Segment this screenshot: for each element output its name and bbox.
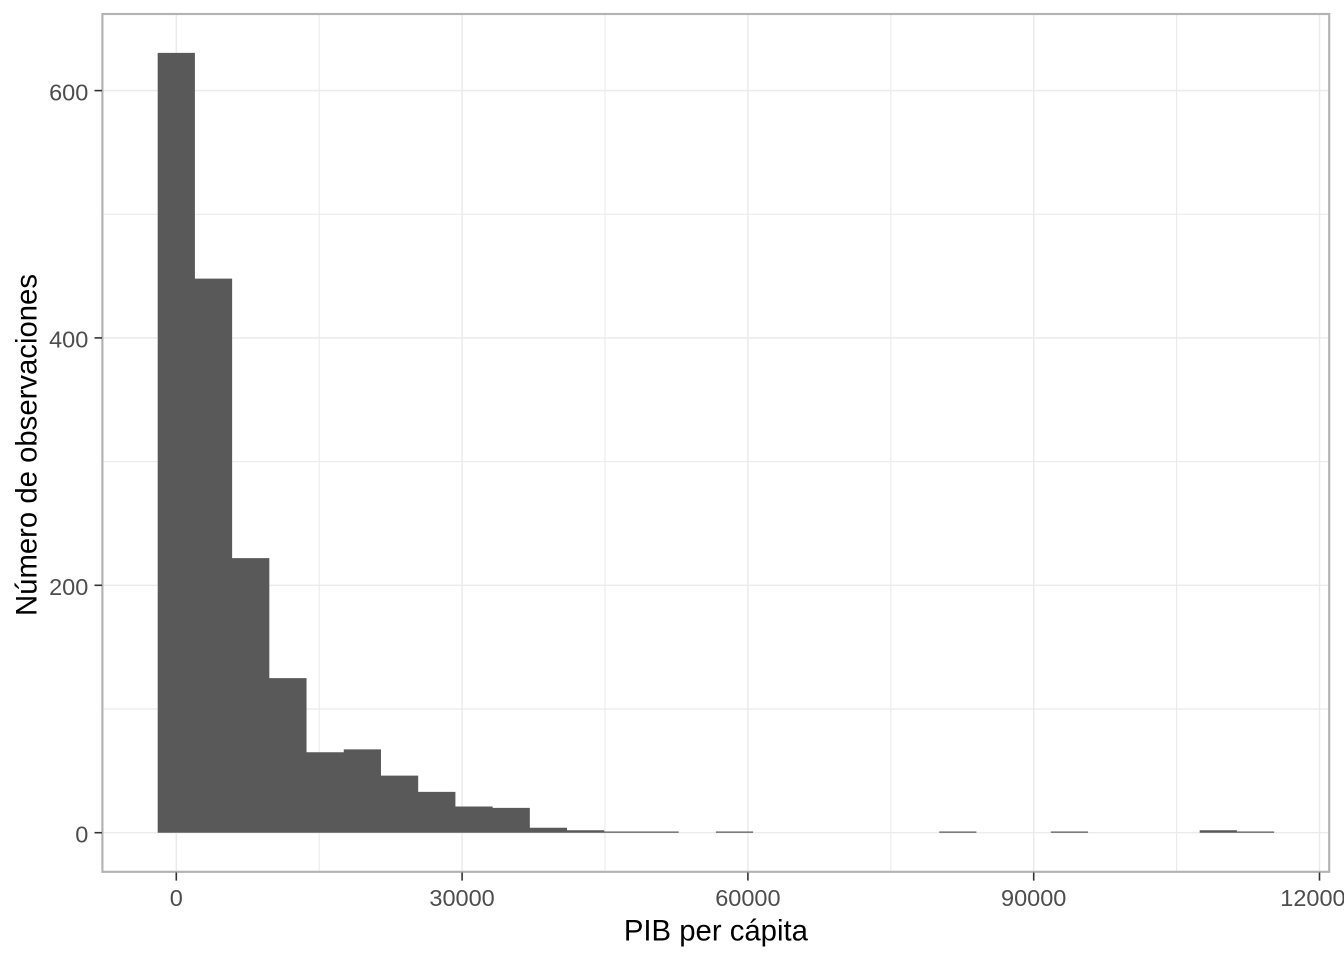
svg-text:600: 600 (49, 79, 88, 105)
svg-text:0: 0 (75, 821, 88, 847)
svg-text:60000: 60000 (715, 885, 780, 911)
svg-text:400: 400 (49, 327, 88, 353)
svg-text:0: 0 (170, 885, 183, 911)
svg-text:30000: 30000 (429, 885, 494, 911)
svg-text:120000: 120000 (1280, 885, 1344, 911)
svg-text:Número de observaciones: Número de observaciones (11, 274, 44, 616)
svg-text:200: 200 (49, 574, 88, 600)
svg-text:90000: 90000 (1001, 885, 1066, 911)
svg-text:PIB per cápita: PIB per cápita (624, 915, 809, 948)
